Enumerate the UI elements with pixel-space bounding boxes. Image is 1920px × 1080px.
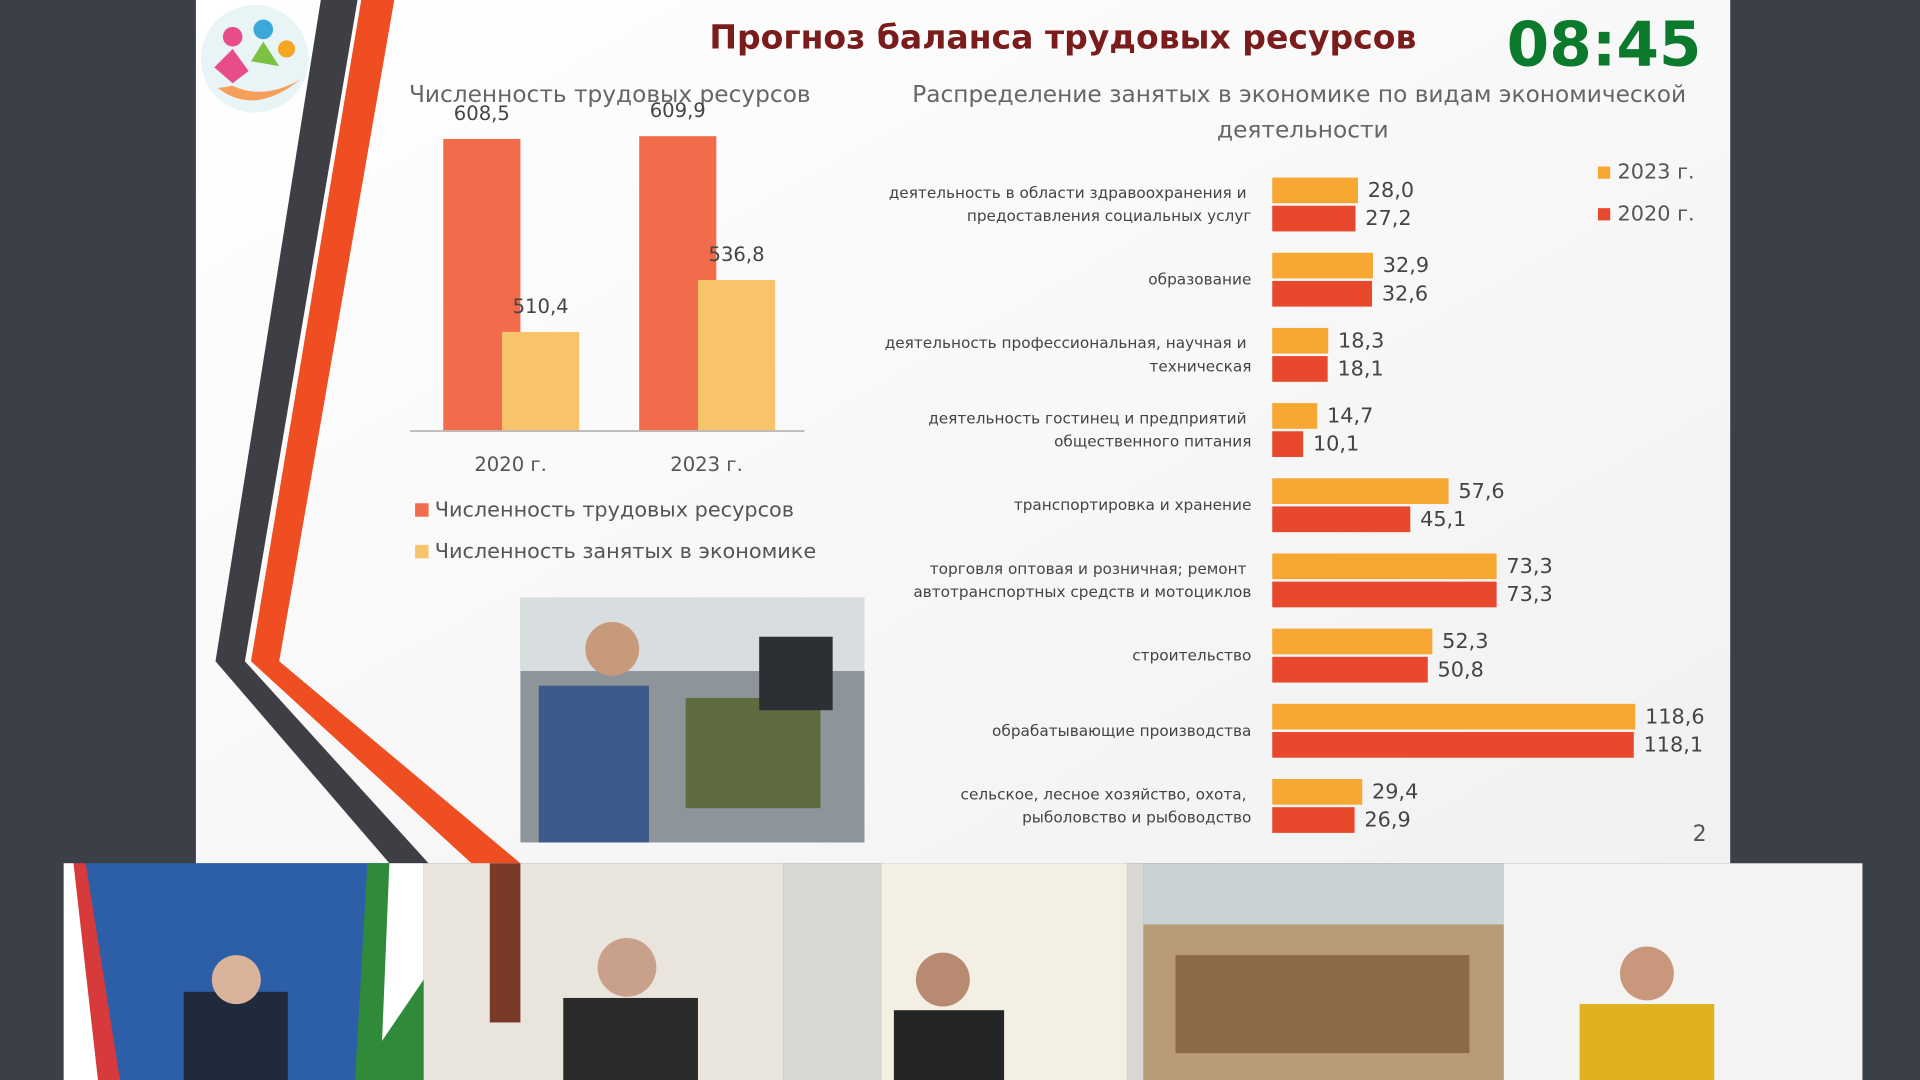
bar — [1272, 656, 1428, 683]
value-label: 18,3 — [1338, 328, 1384, 352]
legend-label: 2023 г. — [1618, 160, 1695, 184]
bar — [1272, 732, 1634, 758]
chart-title: Численность трудовых ресурсов — [409, 81, 811, 108]
bar — [1272, 431, 1304, 457]
value-label: 32,9 — [1383, 253, 1429, 277]
value-label: 73,3 — [1506, 554, 1552, 578]
legend-label: Численность трудовых ресурсов — [435, 498, 794, 522]
y-tick-label: деятельность гостинец и предприятий обще… — [928, 409, 1251, 450]
legend-swatch — [415, 503, 429, 517]
bar — [1272, 403, 1318, 429]
bar — [1272, 703, 1636, 730]
value-label: 10,1 — [1313, 432, 1359, 456]
bar — [1272, 280, 1373, 307]
y-tick-label: торговля оптовая и розничная; ремонт авт… — [913, 559, 1251, 600]
value-label: 14,7 — [1327, 404, 1373, 428]
slide-title: Прогноз баланса трудовых ресурсов — [709, 18, 1416, 57]
value-label: 32,6 — [1382, 281, 1428, 305]
bar — [1272, 252, 1373, 279]
value-label: 18,1 — [1337, 357, 1383, 381]
bar — [502, 331, 580, 432]
value-label: 50,8 — [1438, 657, 1484, 681]
value-label: 609,9 — [650, 99, 706, 122]
clock: 08:45 — [1507, 10, 1702, 81]
chart-title: Распределение занятых в экономике по вид… — [912, 80, 1693, 143]
legend-swatch — [1597, 166, 1611, 179]
value-label: 118,6 — [1645, 704, 1705, 728]
value-label: 608,5 — [454, 102, 510, 125]
y-tick-label: деятельность в области здравоохранения и… — [889, 183, 1252, 224]
legend-swatch — [1597, 208, 1611, 221]
video-strip — [63, 863, 1863, 1080]
bar — [1272, 581, 1497, 608]
y-tick-label: строительство — [1132, 646, 1251, 664]
bar — [1272, 205, 1356, 232]
value-label: 52,3 — [1442, 629, 1488, 653]
bar — [1272, 506, 1411, 533]
y-tick-label: деятельность профессиональная, научная и… — [885, 334, 1252, 375]
stripe-dark — [215, 0, 429, 864]
legend-swatch — [415, 544, 429, 559]
stripe-orange — [251, 0, 521, 864]
y-tick-label: сельское, лесное хозяйство, охота, рыбол… — [961, 785, 1252, 826]
value-label: 29,4 — [1372, 779, 1418, 803]
bar — [1272, 327, 1329, 354]
value-label: 28,0 — [1368, 178, 1414, 202]
bar — [1272, 807, 1355, 833]
y-tick-label: транспортировка и хранение — [1014, 496, 1252, 514]
y-tick-label: образование — [1148, 270, 1251, 288]
bar — [1272, 553, 1497, 580]
value-label: 536,8 — [708, 243, 764, 266]
logo — [200, 4, 309, 113]
legend-label: 2020 г. — [1618, 201, 1695, 225]
bar — [1272, 356, 1328, 382]
bar — [1272, 779, 1363, 805]
bar — [697, 279, 776, 432]
value-label: 27,2 — [1365, 206, 1411, 230]
y-tick-label: обрабатывающие производства — [992, 721, 1251, 739]
value-label: 118,1 — [1644, 732, 1704, 756]
value-label: 73,3 — [1506, 582, 1552, 606]
value-label: 57,6 — [1458, 479, 1504, 503]
value-label: 26,9 — [1364, 808, 1410, 832]
page-number: 2 — [1693, 822, 1707, 847]
legend-label: Численность занятых в экономике — [435, 539, 816, 563]
bar — [1272, 628, 1433, 655]
photo — [520, 597, 865, 843]
bar — [1272, 177, 1358, 204]
bar — [1272, 478, 1449, 504]
value-label: 45,1 — [1420, 507, 1466, 531]
x-tick-label: 2023 г. — [670, 453, 743, 476]
value-label: 510,4 — [513, 295, 569, 318]
x-tick-label: 2020 г. — [474, 453, 547, 476]
